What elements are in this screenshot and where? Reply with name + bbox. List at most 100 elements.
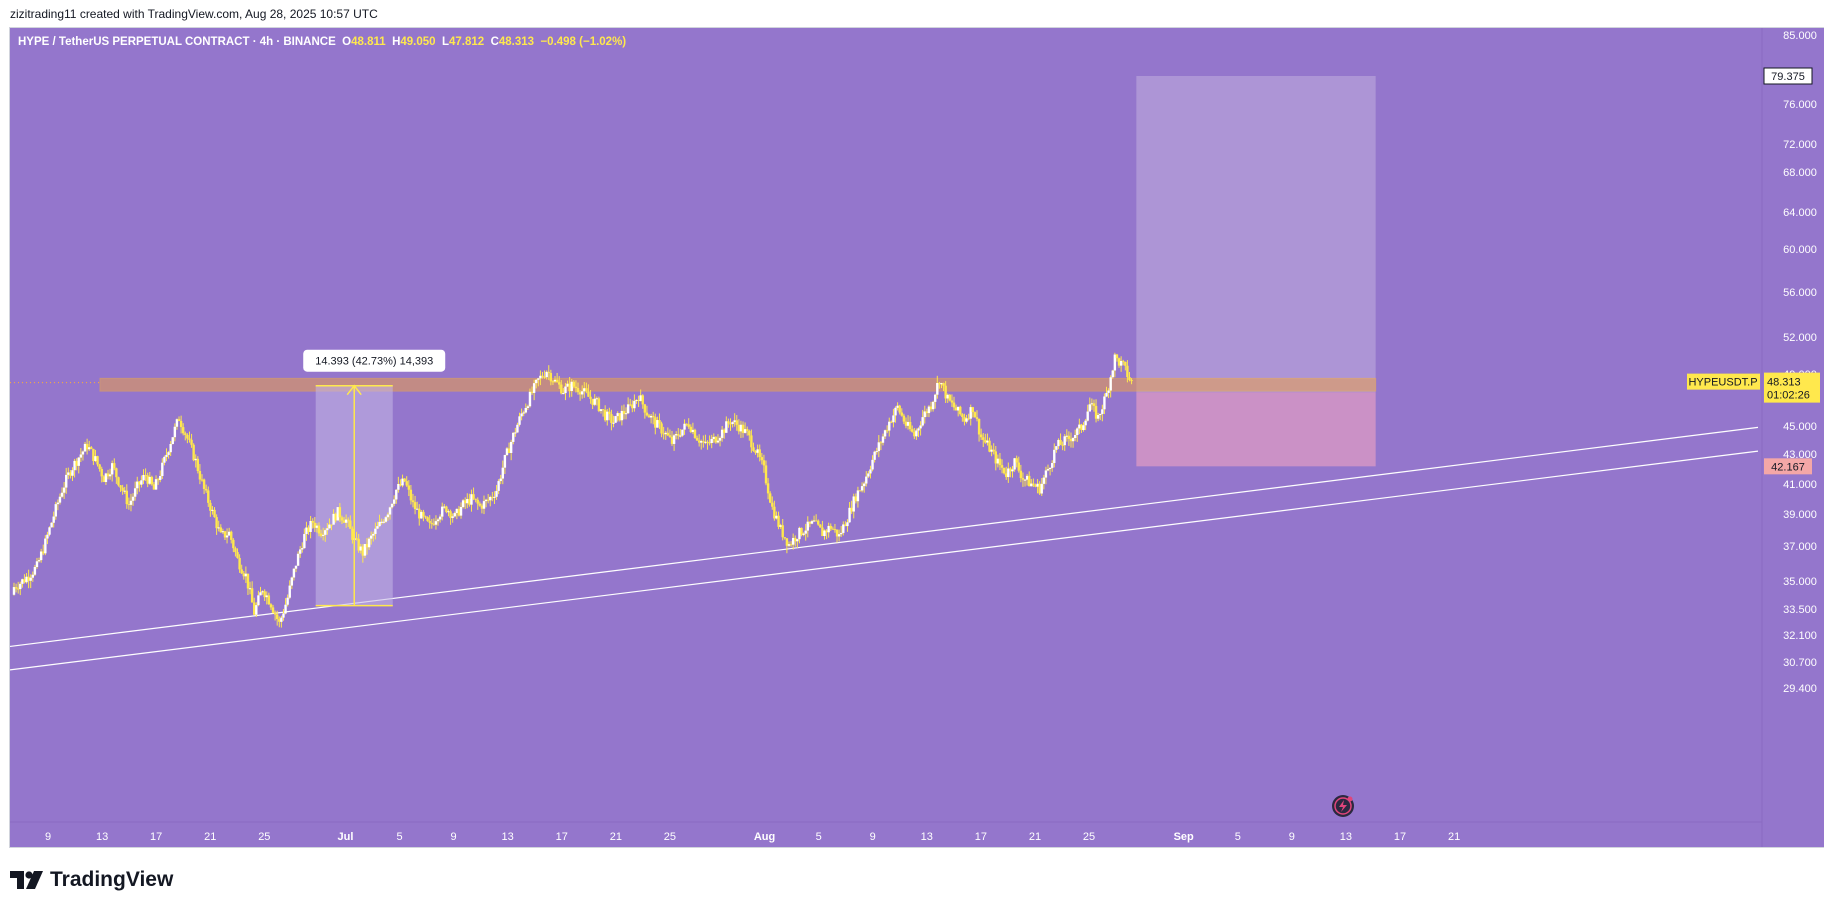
candle-body [656, 420, 659, 428]
candle-body [626, 404, 630, 414]
candle-body [710, 439, 713, 443]
candle-body [1119, 360, 1123, 366]
candle-body [1111, 370, 1114, 378]
candle-body [990, 449, 993, 452]
candle-body [464, 500, 467, 504]
candle-body [1122, 360, 1125, 362]
candle-body [568, 383, 571, 391]
candle-body [23, 579, 26, 583]
candle-body [133, 488, 137, 497]
candle-body [885, 430, 889, 432]
candle-body [890, 421, 893, 423]
candle-body [1017, 462, 1020, 471]
candle-body [144, 475, 147, 477]
candle-body [674, 434, 678, 436]
candle-body [328, 524, 331, 529]
candle-body [236, 552, 239, 558]
symbol-badge [1687, 373, 1760, 390]
candle-body [321, 534, 325, 536]
candle-body [764, 465, 768, 484]
y-tick-label: 56.000 [1783, 287, 1817, 299]
candle-body [413, 502, 417, 509]
candle-body [58, 496, 62, 503]
candle-body [704, 441, 707, 443]
candle-body [691, 429, 695, 433]
candle-body [1115, 354, 1119, 359]
candle-body [1086, 411, 1089, 421]
candle-body [875, 451, 878, 453]
candle-body [965, 418, 968, 422]
legend-open-label: O [342, 36, 352, 48]
candle-body [211, 509, 214, 511]
candle-body [455, 508, 459, 514]
candle-body [888, 421, 891, 431]
candle-body [516, 424, 519, 433]
candle-body [367, 538, 371, 548]
candle-body [115, 468, 118, 478]
candle-body [829, 525, 832, 529]
candle-body [395, 489, 398, 500]
candle-body [347, 519, 350, 521]
candle-body [574, 386, 578, 389]
candle-body [188, 438, 191, 440]
candle-body [1103, 396, 1106, 410]
candle-body [572, 381, 576, 387]
candle-body [1002, 467, 1006, 474]
candle-body [384, 517, 388, 522]
candle-body [457, 508, 461, 516]
candle-body [234, 548, 237, 553]
candle-body [365, 543, 369, 548]
candle-body [798, 527, 801, 540]
candle-body [589, 396, 592, 399]
candle-body [578, 392, 582, 395]
x-tick-label: 17 [556, 831, 568, 843]
lightning-icon[interactable] [1332, 795, 1354, 817]
candle-body [833, 529, 837, 531]
candle-body [282, 613, 285, 618]
candle-body [186, 434, 189, 439]
candle-body [334, 513, 337, 521]
y-tick-label: 37.000 [1783, 541, 1817, 553]
candle-body [482, 501, 486, 509]
candle-body [693, 429, 697, 438]
price-chart[interactable]: 14.393 (42.73%) 14,393 85.000 76.000 72.00… [10, 28, 1824, 847]
price-axis[interactable]: 85.000 76.000 72.000 68.000 64.000 60.000 56.0… [1783, 30, 1817, 695]
candle-body [852, 496, 855, 512]
x-tick-label: 17 [150, 831, 162, 843]
candle-body [215, 517, 218, 529]
candle-body [432, 523, 436, 525]
candle-body [823, 530, 826, 537]
candle-body [161, 462, 164, 476]
candle-body [904, 421, 908, 426]
legend-low: 47.812 [448, 36, 485, 48]
candle-body [670, 436, 674, 444]
candle-body [580, 391, 584, 395]
candle-body [196, 458, 200, 471]
price-tag-stop-label: 42.167 [1771, 461, 1805, 473]
candle-body [796, 539, 799, 542]
candle-body [708, 442, 711, 444]
candle-body [860, 486, 864, 491]
candle-body [1032, 483, 1035, 486]
candle-body [768, 493, 772, 503]
candle-body [629, 404, 632, 406]
candle-body [637, 399, 640, 401]
candle-body [551, 381, 555, 383]
candle-body [67, 472, 70, 475]
candle-body [451, 516, 454, 518]
candle-body [959, 406, 962, 415]
y-tick-label: 43.000 [1783, 449, 1817, 461]
legend-close-label: C [490, 36, 499, 48]
candle-body [12, 587, 16, 595]
candle-body [217, 527, 220, 529]
candle-body [90, 447, 93, 449]
tradingview-logo[interactable]: TradingView [10, 868, 173, 892]
candle-body [48, 527, 51, 535]
candle-body [532, 383, 536, 393]
candle-body [1101, 409, 1104, 414]
candle-body [681, 429, 684, 436]
time-axis[interactable]: 9 13 17 21 25 Jul 5 9 13 17 21 25 Aug 5 9 13 17 21 25 Sep 5 9… [45, 831, 1460, 843]
candle-body [781, 525, 784, 538]
candle-body [401, 478, 404, 486]
candle-body [934, 394, 937, 402]
